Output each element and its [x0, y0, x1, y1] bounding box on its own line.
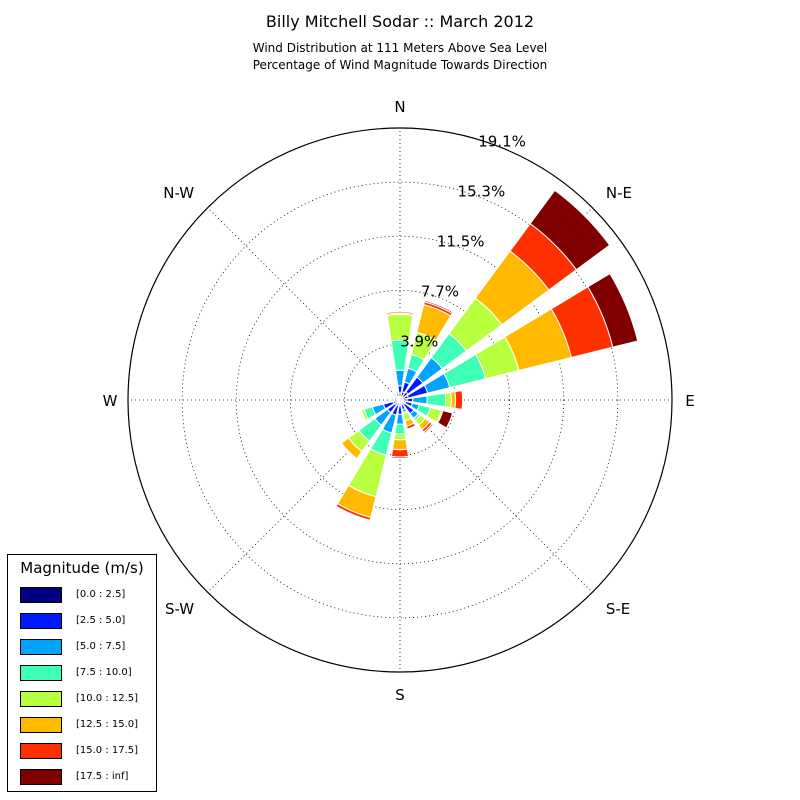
rose-bar-segment — [393, 433, 407, 441]
rose-bar-segment — [397, 385, 403, 394]
rose-bar-segment — [395, 413, 405, 425]
rose-bar-segment — [529, 189, 611, 271]
rose-bar-segment — [340, 437, 363, 460]
rose-bar-segment — [392, 438, 408, 451]
legend-swatch — [20, 691, 62, 707]
rose-bar-segment — [454, 390, 464, 410]
rose-bar-segment — [390, 448, 410, 458]
rose-bar-segment — [412, 395, 428, 405]
direction-label-s-w: S-W — [165, 600, 194, 618]
radial-tick-label: 11.5% — [437, 233, 485, 251]
radial-tick-label: 3.9% — [400, 333, 438, 351]
radial-tick-label: 19.1% — [478, 133, 526, 151]
legend-swatch — [20, 587, 62, 603]
grid-spoke — [207, 207, 401, 401]
rose-bar-segment — [360, 408, 369, 422]
legend-label: [15.0 : 17.5] — [76, 745, 139, 756]
rose-bar-segment — [386, 311, 414, 315]
chart-subtitle-line-2: Percentage of Wind Magnitude Towards Dir… — [252, 58, 548, 72]
legend-swatch — [20, 769, 62, 785]
grid-spoke — [399, 399, 593, 593]
rose-bar-segment — [587, 272, 639, 348]
legend-swatch — [20, 665, 62, 681]
rose-bar-segment — [437, 410, 454, 429]
direction-label-w: W — [103, 392, 118, 410]
legend-label: [7.5 : 10.0] — [76, 667, 132, 678]
radial-tick-label: 15.3% — [458, 183, 506, 201]
direction-label-s-e: S-E — [606, 600, 630, 618]
legend-swatch — [20, 717, 62, 733]
rose-bar-segment — [335, 503, 372, 521]
rose-bar-segment — [405, 422, 417, 430]
legend-label: [0.0 : 2.5] — [76, 589, 126, 600]
outer-circle — [127, 127, 673, 673]
grid-spoke — [207, 399, 401, 593]
direction-label-n-w: N-W — [163, 184, 194, 202]
rose-bar-segment — [390, 455, 410, 459]
legend-label: [5.0 : 7.5] — [76, 641, 126, 652]
grid-ring — [181, 181, 619, 619]
chart-title: Billy Mitchell Sodar :: March 2012 — [265, 12, 535, 31]
legend-label: [2.5 : 5.0] — [76, 615, 126, 626]
rose-bar-segment — [394, 391, 399, 395]
rose-bar-segment — [392, 392, 397, 397]
rose-bar-segment — [394, 369, 406, 387]
legend-label: [12.5 : 15.0] — [76, 719, 139, 730]
rose-bar-segment — [426, 392, 447, 408]
direction-label-n: N — [394, 98, 405, 116]
direction-label-e: E — [685, 392, 694, 410]
rose-bar-segment — [423, 299, 454, 315]
rose-bar-segment — [389, 397, 393, 403]
rose-bar-segment — [422, 422, 434, 434]
direction-label-n-e: N-E — [606, 184, 632, 202]
rose-bar-segment — [406, 397, 414, 403]
rose-bar-segment — [394, 423, 406, 435]
legend-swatch — [20, 639, 62, 655]
grid-ring — [235, 235, 565, 565]
grid-ring — [289, 289, 511, 511]
radial-tick-label: 7.7% — [421, 283, 459, 301]
chart-subtitle-line-1: Wind Distribution at 111 Meters Above Se… — [252, 41, 548, 55]
legend-label: [17.5 : inf] — [76, 771, 129, 782]
rose-bar-segment — [444, 391, 452, 409]
legend-label: [10.0 : 12.5] — [76, 693, 139, 704]
direction-label-s: S — [395, 686, 405, 704]
legend-title: Magnitude (m/s) — [20, 559, 144, 577]
rose-bar-segment — [393, 396, 399, 400]
legend-swatch — [20, 613, 62, 629]
legend-swatch — [20, 743, 62, 759]
legend: Magnitude (m/s) [0.0 : 2.5] [2.5 : 5.0] [5… — [7, 554, 157, 792]
